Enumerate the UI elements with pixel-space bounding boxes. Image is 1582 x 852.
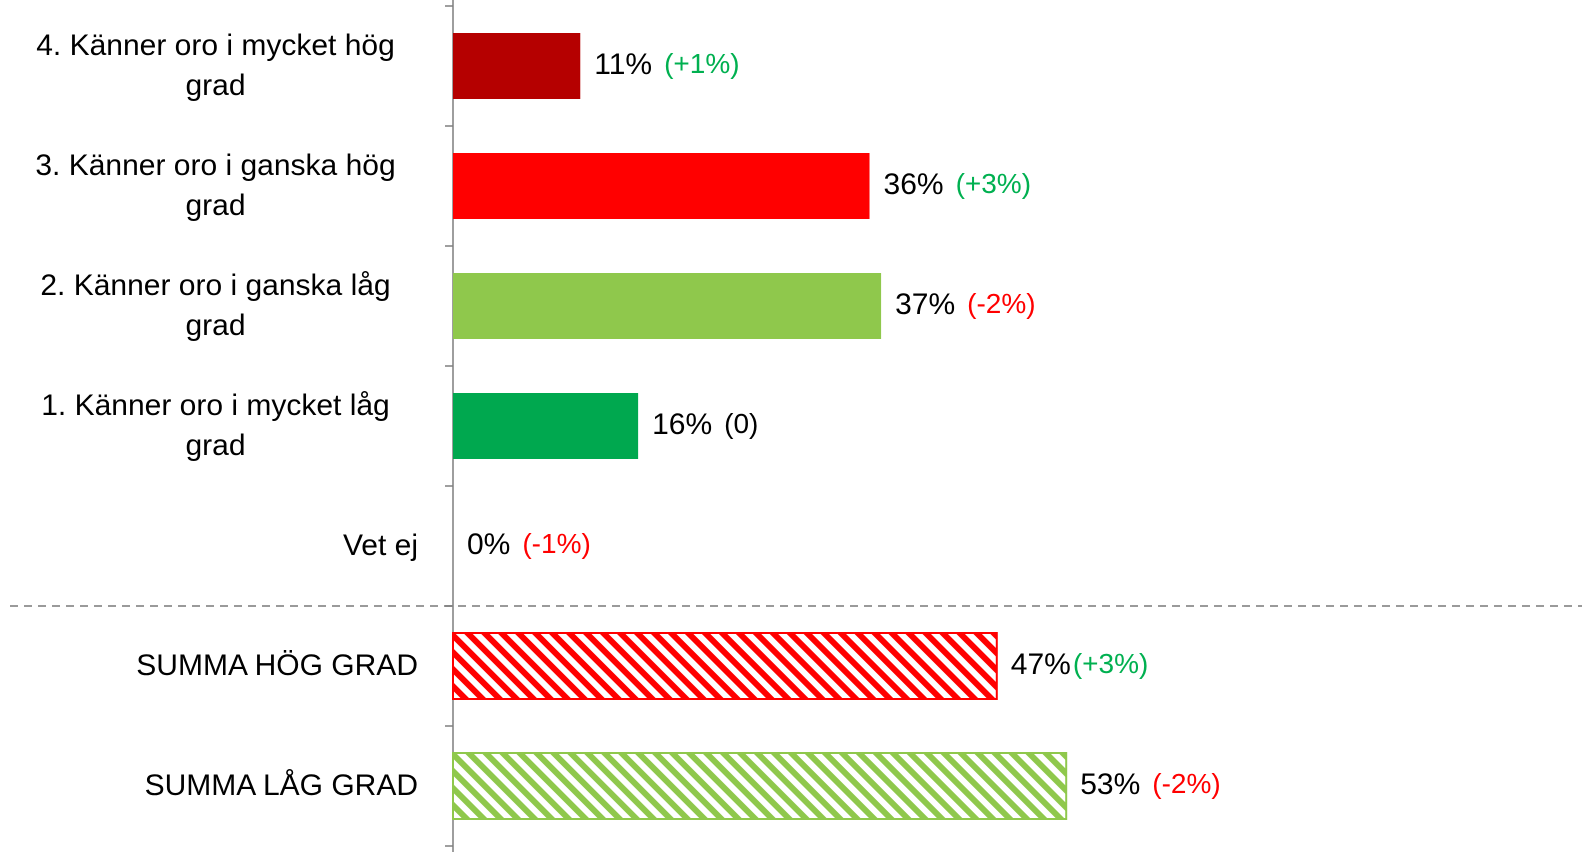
category-label: 1. Känner oro i mycket låg grad bbox=[41, 389, 390, 462]
bar bbox=[453, 273, 882, 339]
change-label: (-2%) bbox=[967, 288, 1035, 319]
value-label: 11% bbox=[594, 48, 652, 81]
bar bbox=[452, 752, 1068, 820]
value-label: 47% bbox=[1011, 648, 1071, 681]
bar bbox=[452, 632, 998, 700]
change-label: (+1%) bbox=[664, 48, 739, 79]
category-label: SUMMA HÖG GRAD bbox=[136, 649, 418, 682]
value-label: 0% bbox=[467, 528, 510, 561]
data-label-group: 16% (0) bbox=[652, 408, 758, 441]
category-label-box: 4. Känner oro i mycket hög grad bbox=[0, 6, 418, 126]
change-label: (-1%) bbox=[522, 528, 590, 559]
category-label-box: SUMMA LÅG GRAD bbox=[0, 726, 418, 846]
category-label-box: Vet ej bbox=[0, 486, 418, 606]
category-label-box: 2. Känner oro i ganska låg grad bbox=[0, 246, 418, 366]
data-label-group: 47%(+3%) bbox=[1011, 648, 1149, 681]
value-label: 36% bbox=[884, 168, 944, 201]
bar bbox=[453, 153, 870, 219]
value-label: 16% bbox=[652, 408, 712, 441]
data-label-group: 0% (-1%) bbox=[467, 528, 591, 561]
category-label: 3. Känner oro i ganska hög grad bbox=[35, 149, 396, 222]
bar bbox=[453, 33, 581, 99]
category-label: Vet ej bbox=[342, 529, 418, 562]
category-label-box: 1. Känner oro i mycket låg grad bbox=[0, 366, 418, 486]
change-label: (+3%) bbox=[956, 168, 1031, 199]
data-label-group: 37% (-2%) bbox=[895, 288, 1036, 321]
category-label: 4. Känner oro i mycket hög grad bbox=[36, 29, 395, 102]
bar bbox=[453, 393, 639, 459]
category-label: 2. Känner oro i ganska låg grad bbox=[40, 269, 391, 342]
change-label: (-2%) bbox=[1152, 768, 1220, 799]
value-label: 53% bbox=[1080, 768, 1140, 801]
data-label-group: 53% (-2%) bbox=[1080, 768, 1221, 801]
change-label: (+3%) bbox=[1073, 648, 1148, 679]
category-label-box: SUMMA HÖG GRAD bbox=[0, 606, 418, 726]
data-label-group: 36% (+3%) bbox=[884, 168, 1032, 201]
category-label-box: 3. Känner oro i ganska hög grad bbox=[0, 126, 418, 246]
category-label: SUMMA LÅG GRAD bbox=[144, 769, 418, 802]
value-label: 37% bbox=[895, 288, 955, 321]
data-label-group: 11% (+1%) bbox=[594, 48, 739, 81]
change-label: (0) bbox=[724, 408, 758, 439]
